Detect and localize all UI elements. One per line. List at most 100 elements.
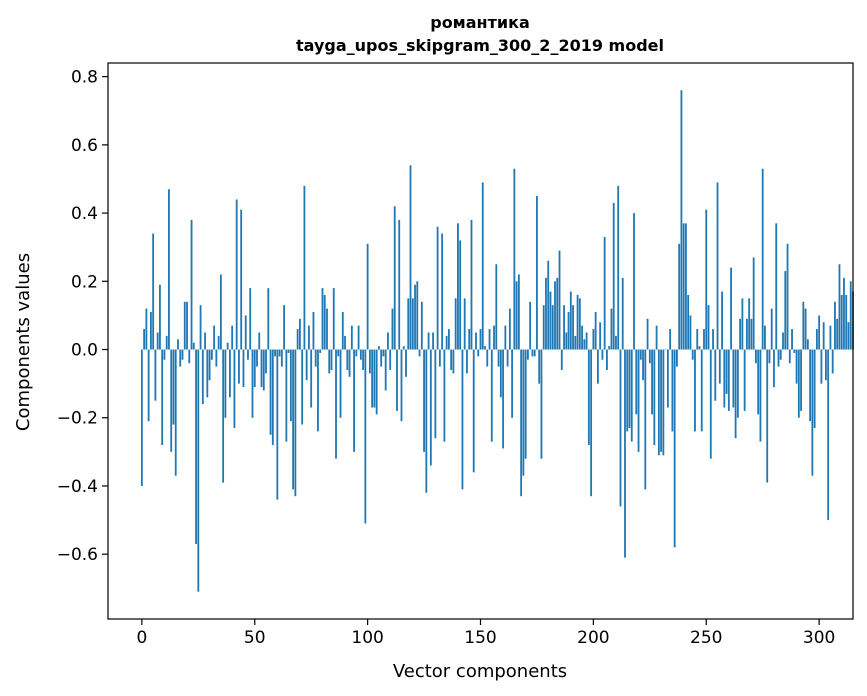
bar [551, 305, 554, 350]
bar [727, 349, 730, 411]
bar [813, 349, 816, 428]
bar [538, 349, 541, 384]
bar [420, 301, 423, 350]
bar [773, 349, 775, 388]
bar [743, 349, 746, 411]
bar [459, 240, 462, 350]
bar [341, 312, 344, 350]
bar [296, 329, 299, 350]
bar [549, 291, 552, 350]
bar [149, 312, 152, 350]
bar [231, 325, 234, 350]
bar [289, 349, 292, 422]
bar [581, 325, 583, 350]
bar [267, 288, 270, 350]
bar [488, 329, 491, 350]
bar [495, 264, 498, 350]
bar [163, 349, 166, 360]
bar [705, 209, 708, 350]
y-tick-label: 0.4 [71, 204, 98, 224]
bar [522, 349, 525, 476]
bar [172, 349, 175, 425]
bar [815, 329, 818, 350]
bar [590, 349, 593, 497]
bar [475, 332, 477, 350]
bar [154, 349, 157, 401]
bar [140, 349, 143, 486]
bar [427, 332, 430, 350]
bar [447, 329, 450, 350]
bar [703, 329, 705, 350]
bar [827, 349, 830, 521]
bar [143, 329, 146, 350]
bar [531, 349, 534, 357]
bar [612, 202, 615, 350]
bar [741, 298, 744, 350]
bar [651, 349, 653, 415]
bar [359, 349, 362, 360]
bar [655, 325, 658, 350]
x-tick-label: 250 [690, 628, 722, 648]
bar [678, 243, 681, 350]
y-tick-label: 0.6 [71, 136, 98, 156]
bar [387, 332, 389, 350]
bar [635, 349, 638, 415]
bar [314, 349, 317, 367]
bar [628, 349, 631, 428]
bar [432, 332, 434, 350]
bar [181, 349, 184, 360]
bar [689, 315, 692, 350]
bar [520, 349, 523, 497]
bar [608, 346, 611, 350]
bar [644, 349, 647, 490]
bar [802, 301, 805, 350]
bar [400, 349, 403, 422]
bar [788, 349, 791, 364]
bar [414, 284, 416, 350]
bar [262, 349, 265, 391]
bar [721, 291, 723, 350]
bar [617, 185, 620, 350]
bar [777, 349, 780, 367]
bar [718, 349, 721, 384]
bar [515, 281, 518, 350]
bar [301, 349, 304, 425]
bar [457, 223, 459, 350]
bar [642, 349, 644, 381]
bar [707, 305, 710, 350]
bar [434, 349, 437, 439]
bar [229, 349, 231, 398]
bar [147, 349, 150, 422]
bar [630, 349, 633, 442]
bar [596, 349, 599, 384]
bar [438, 349, 441, 367]
bar [657, 349, 660, 456]
bar [529, 301, 532, 350]
bar [195, 349, 197, 544]
bar [269, 349, 272, 435]
bar [375, 349, 378, 415]
bar [755, 349, 757, 364]
bar [619, 349, 622, 507]
bar [226, 342, 229, 350]
bar [698, 346, 701, 350]
bar [556, 277, 559, 350]
bar [382, 349, 385, 357]
bar [350, 325, 353, 350]
bar [418, 349, 421, 357]
bar [793, 349, 796, 353]
bar [536, 196, 538, 350]
x-tick-label: 100 [351, 628, 383, 648]
y-tick-label: 0.8 [71, 68, 98, 88]
bar [687, 294, 690, 350]
bar [527, 349, 529, 360]
bar [691, 349, 694, 360]
bar [736, 349, 739, 418]
bar [249, 288, 252, 350]
bar [425, 349, 428, 493]
bar [441, 233, 444, 350]
bar [669, 329, 672, 350]
bar [662, 349, 665, 456]
bar [759, 349, 762, 442]
bar [493, 325, 495, 350]
